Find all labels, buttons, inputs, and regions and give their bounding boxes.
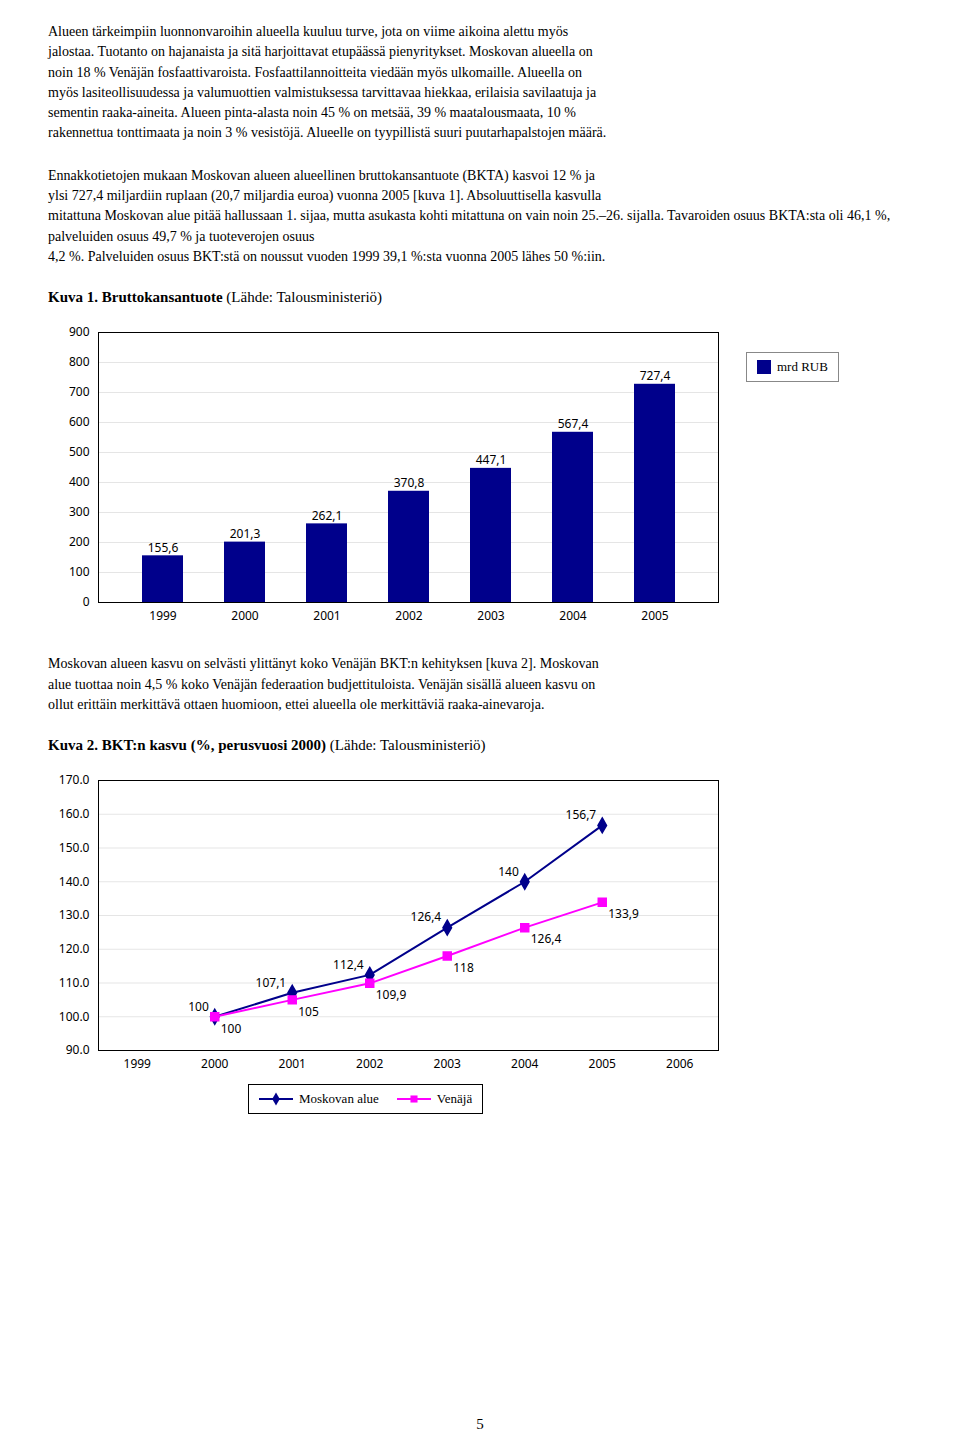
- html-text:Alueen tärkeimpiin luonnonvaro: Alueen tärkeimpiin luonnonvaroihin aluee…: [48, 24, 607, 141]
- svg-text:2001: 2001: [313, 607, 340, 624]
- svg-text:126,4: 126,4: [411, 909, 442, 926]
- svg-text:500: 500: [69, 444, 90, 461]
- svg-text:105: 105: [298, 1003, 319, 1020]
- svg-text:2004: 2004: [511, 1055, 539, 1072]
- svg-text:2004: 2004: [559, 607, 587, 624]
- svg-text:727,4: 727,4: [640, 368, 671, 385]
- svg-text:800: 800: [69, 354, 90, 371]
- html-text:Moskovan alue: Moskovan alue: [299, 1091, 379, 1107]
- svg-text:90.0: 90.0: [66, 1041, 90, 1058]
- html-text:5: 5: [476, 1416, 484, 1432]
- svg-text:2002: 2002: [395, 607, 423, 624]
- svg-text:100: 100: [221, 1020, 242, 1037]
- svg-text:150.0: 150.0: [59, 839, 90, 856]
- svg-text:370,8: 370,8: [394, 475, 425, 492]
- svg-text:118: 118: [453, 959, 474, 976]
- svg-text:2005: 2005: [641, 607, 669, 624]
- svg-text:140: 140: [498, 863, 519, 880]
- svg-text:110.0: 110.0: [59, 974, 90, 991]
- html-text:Ennakkotietojen mukaan Moskova: Ennakkotietojen mukaan Moskovan alueen a…: [48, 167, 891, 264]
- svg-text:2005: 2005: [589, 1055, 617, 1072]
- svg-text:160.0: 160.0: [59, 805, 90, 822]
- svg-text:133,9: 133,9: [608, 905, 639, 922]
- svg-text:2003: 2003: [434, 1055, 462, 1072]
- svg-text:2002: 2002: [356, 1055, 384, 1072]
- svg-text:400: 400: [69, 474, 90, 491]
- svg-text:109,9: 109,9: [376, 986, 407, 1003]
- svg-text:900: 900: [69, 324, 90, 341]
- html-text:mrd RUB: mrd RUB: [777, 359, 828, 375]
- svg-text:130.0: 130.0: [59, 906, 90, 923]
- svg-text:156,7: 156,7: [566, 806, 597, 823]
- svg-text:0: 0: [83, 594, 90, 611]
- svg-text:2001: 2001: [279, 1055, 306, 1072]
- html-text:Kuva 1. Bruttokansantuote (Läh: Kuva 1. Bruttokansantuote (Lähde: Talous…: [48, 289, 383, 306]
- svg-text:700: 700: [69, 384, 90, 401]
- svg-text:2000: 2000: [201, 1055, 229, 1072]
- svg-text:300: 300: [69, 504, 90, 521]
- svg-text:107,1: 107,1: [256, 974, 287, 991]
- svg-text:447,1: 447,1: [476, 452, 507, 469]
- html-text:Kuva 2. BKT:n kasvu (%, perusv: Kuva 2. BKT:n kasvu (%, perusvuosi 2000)…: [48, 737, 486, 754]
- svg-text:1999: 1999: [124, 1055, 152, 1072]
- svg-text:2000: 2000: [231, 607, 259, 624]
- svg-text:567,4: 567,4: [558, 416, 589, 433]
- html-text:Moskovan alueen kasvu on selvä: Moskovan alueen kasvu on selvästi ylittä…: [48, 656, 599, 712]
- svg-text:155,6: 155,6: [148, 539, 179, 556]
- svg-text:1999: 1999: [149, 607, 177, 624]
- svg-text:200: 200: [69, 534, 90, 551]
- svg-text:100: 100: [69, 564, 90, 581]
- svg-text:170.0: 170.0: [59, 771, 90, 788]
- svg-text:126,4: 126,4: [531, 931, 562, 948]
- svg-text:100.0: 100.0: [59, 1008, 90, 1025]
- svg-text:2003: 2003: [477, 607, 505, 624]
- svg-text:140.0: 140.0: [59, 873, 90, 890]
- svg-text:600: 600: [69, 414, 90, 431]
- svg-text:120.0: 120.0: [59, 940, 90, 957]
- svg-text:112,4: 112,4: [333, 956, 364, 973]
- svg-text:262,1: 262,1: [312, 507, 343, 524]
- svg-text:100: 100: [188, 998, 209, 1015]
- svg-text:201,3: 201,3: [230, 525, 261, 542]
- html-text:Venäjä: Venäjä: [436, 1091, 473, 1107]
- svg-text:2006: 2006: [666, 1055, 694, 1072]
